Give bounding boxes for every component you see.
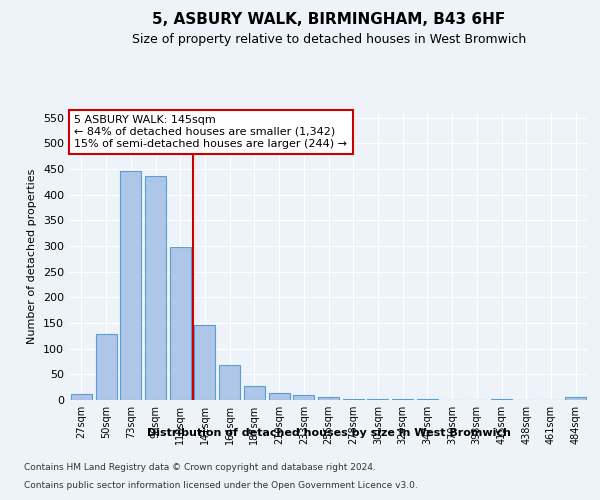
Bar	[244, 386, 265, 400]
Text: Contains HM Land Registry data © Crown copyright and database right 2024.: Contains HM Land Registry data © Crown c…	[24, 464, 376, 472]
Text: Size of property relative to detached houses in West Bromwich: Size of property relative to detached ho…	[131, 32, 526, 46]
Bar	[95, 334, 116, 400]
Bar	[293, 395, 314, 400]
Bar	[145, 176, 166, 400]
Bar	[170, 247, 191, 400]
Bar	[269, 393, 290, 400]
Bar	[194, 324, 215, 400]
Text: Distribution of detached houses by size in West Bromwich: Distribution of detached houses by size …	[147, 428, 511, 438]
Bar	[219, 365, 240, 400]
Bar	[120, 170, 141, 400]
Y-axis label: Number of detached properties: Number of detached properties	[28, 168, 37, 344]
Bar	[565, 398, 586, 400]
Text: Contains public sector information licensed under the Open Government Licence v3: Contains public sector information licen…	[24, 481, 418, 490]
Text: 5, ASBURY WALK, BIRMINGHAM, B43 6HF: 5, ASBURY WALK, BIRMINGHAM, B43 6HF	[152, 12, 505, 28]
Bar	[318, 398, 339, 400]
Bar	[343, 399, 364, 400]
Bar	[71, 394, 92, 400]
Text: 5 ASBURY WALK: 145sqm
← 84% of detached houses are smaller (1,342)
15% of semi-d: 5 ASBURY WALK: 145sqm ← 84% of detached …	[74, 116, 347, 148]
